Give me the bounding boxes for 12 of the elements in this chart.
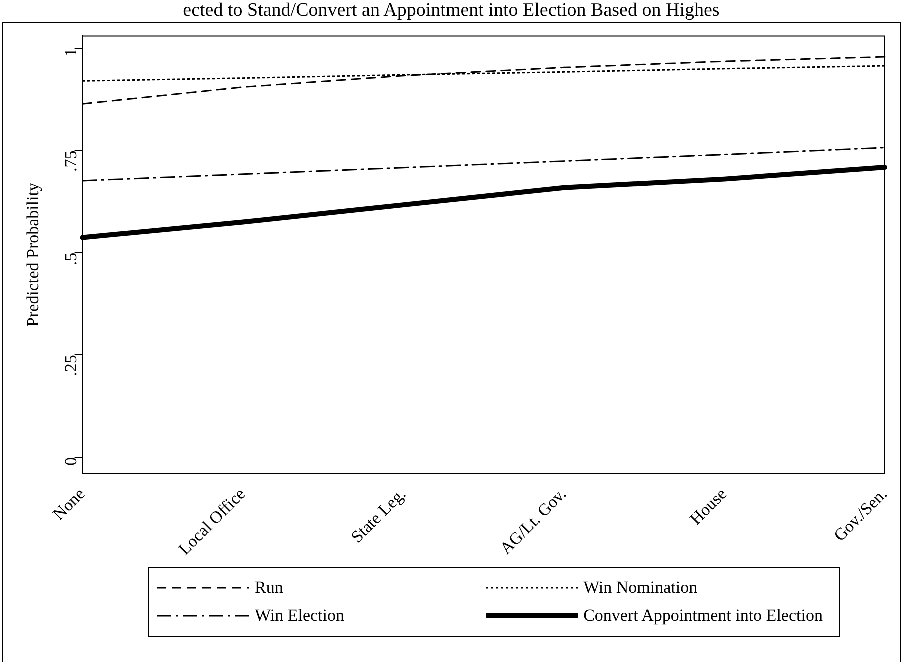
x-tick-label: State Leg.	[348, 484, 410, 547]
legend-label: Win Nomination	[584, 578, 698, 598]
legend-label: Win Election	[255, 606, 344, 626]
y-tick-label: .75	[61, 150, 80, 172]
y-tick-label: 0	[61, 457, 80, 466]
y-tick-label: .25	[61, 355, 80, 376]
y-tick-label: 1	[61, 48, 80, 57]
legend-label: Convert Appointment into Election	[584, 606, 823, 626]
legend-label: Run	[255, 578, 284, 598]
y-tick-label: .5	[61, 252, 80, 266]
y-axis-title: Predicted Probability	[24, 182, 43, 327]
chart-title: ected to Stand/Convert an Appointment into Election Based on Highes	[182, 0, 721, 22]
